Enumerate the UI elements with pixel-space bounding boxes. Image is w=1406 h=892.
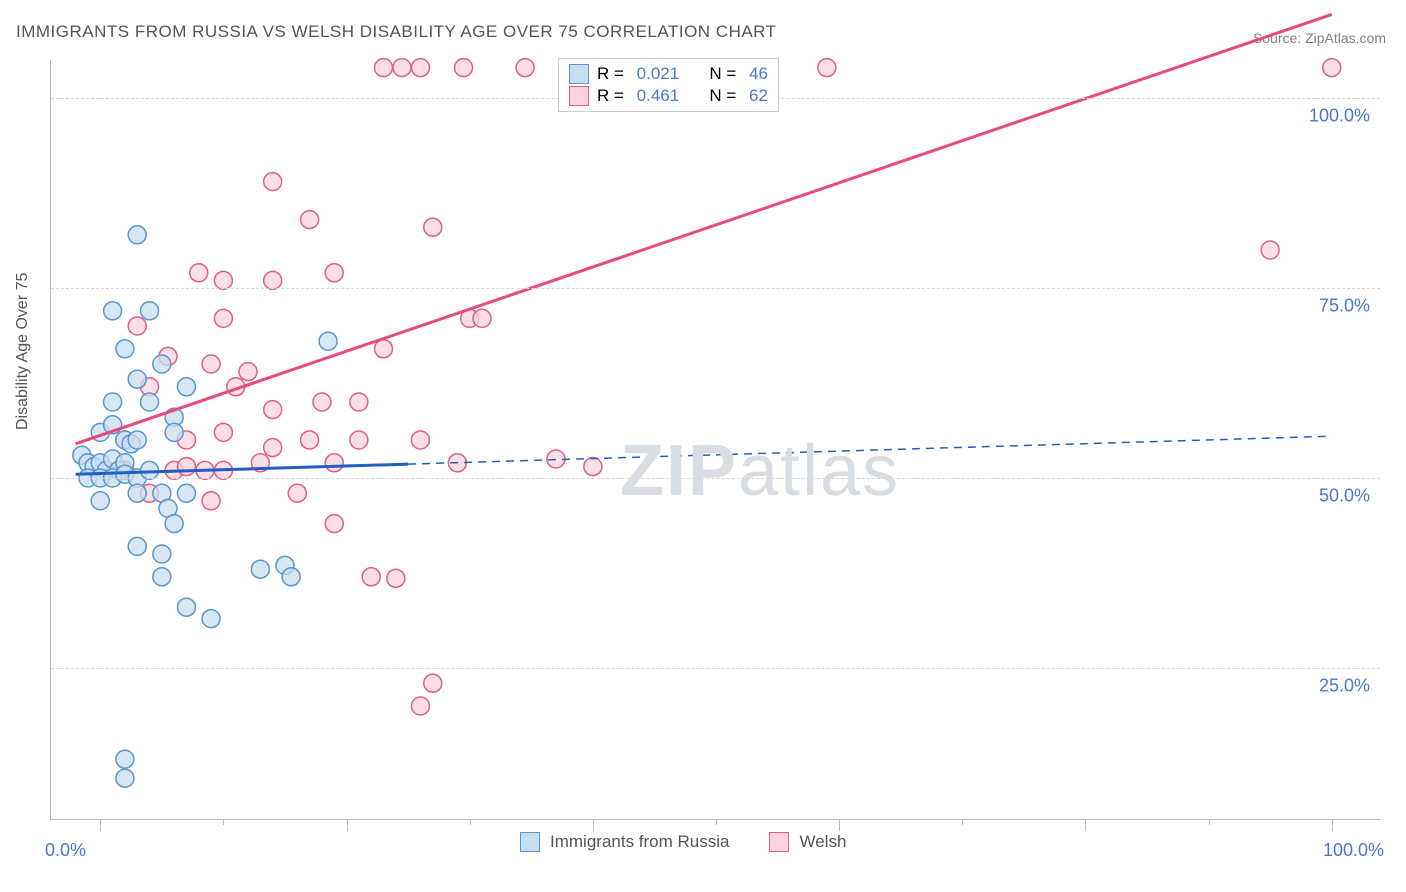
legend-n-label: N = (709, 64, 741, 84)
legend-n-blue: 46 (749, 64, 768, 84)
y-tick-label: 100.0% (1309, 106, 1370, 127)
legend-gap (687, 86, 701, 106)
legend-n-label: N = (709, 86, 741, 106)
source-label: Source: ZipAtlas.com (1253, 30, 1386, 46)
legend-label-pink: Welsh (799, 832, 846, 852)
x-axis-left-label: 0.0% (45, 840, 86, 861)
legend-row-pink: R = 0.461 N = 62 (569, 85, 768, 107)
legend-swatch-blue (569, 64, 589, 84)
legend-swatch-pink (769, 832, 789, 852)
legend-label-blue: Immigrants from Russia (550, 832, 729, 852)
y-tick-label: 50.0% (1319, 486, 1370, 507)
legend-top: R = 0.021 N = 46 R = 0.461 N = 62 (558, 58, 779, 112)
legend-r-pink: 0.461 (637, 86, 680, 106)
legend-r-blue: 0.021 (637, 64, 680, 84)
watermark-light: atlas (738, 431, 900, 511)
y-axis-title: Disability Age Over 75 (14, 273, 32, 430)
legend-r-label: R = (597, 64, 629, 84)
legend-gap (687, 64, 701, 84)
chart-title: IMMIGRANTS FROM RUSSIA VS WELSH DISABILI… (16, 22, 777, 42)
legend-row-blue: R = 0.021 N = 46 (569, 63, 768, 85)
x-axis-right-label: 100.0% (1323, 840, 1384, 861)
legend-bottom: Immigrants from Russia Welsh (520, 832, 846, 852)
legend-r-label: R = (597, 86, 629, 106)
watermark-bold: ZIP (620, 431, 738, 511)
legend-n-pink: 62 (749, 86, 768, 106)
source-name: ZipAtlas.com (1305, 30, 1386, 46)
watermark: ZIPatlas (620, 430, 900, 512)
y-tick-label: 25.0% (1319, 676, 1370, 697)
y-tick-label: 75.0% (1319, 296, 1370, 317)
legend-swatch-pink (569, 86, 589, 106)
legend-swatch-blue (520, 832, 540, 852)
